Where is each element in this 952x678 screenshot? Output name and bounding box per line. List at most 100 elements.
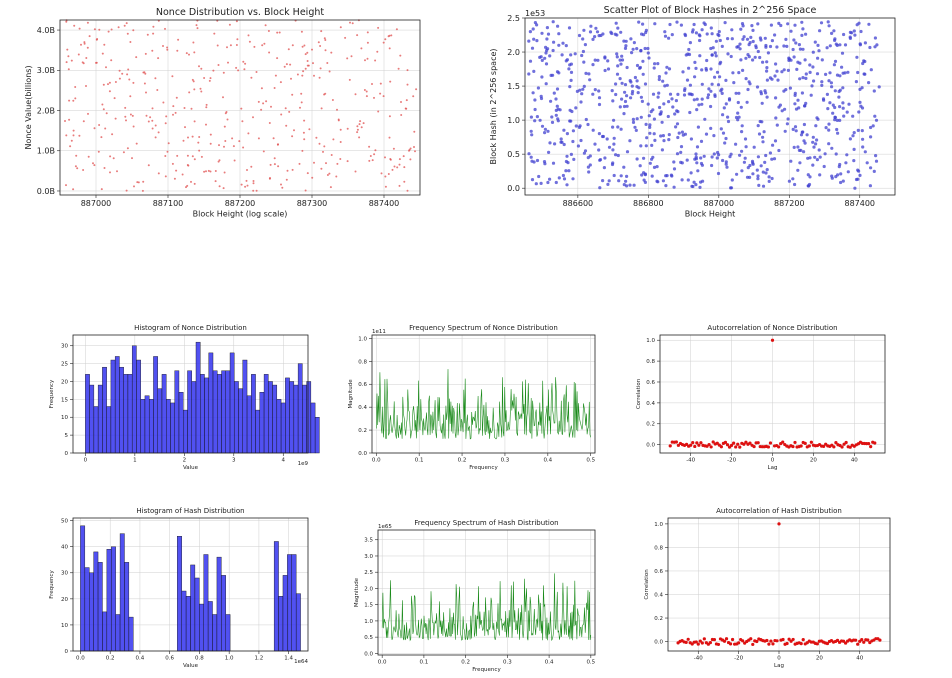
scatter-point xyxy=(846,70,850,74)
scatter-point xyxy=(719,89,723,93)
scatter-point xyxy=(157,131,160,134)
scatter-point xyxy=(805,133,809,137)
histogram-bar xyxy=(178,392,184,454)
y-axis-label: Correlation xyxy=(636,378,642,409)
scatter-point xyxy=(787,179,791,183)
scatter-point xyxy=(670,97,674,101)
scatter-point xyxy=(76,167,79,170)
histogram-bar xyxy=(124,562,130,652)
scatter-point xyxy=(73,24,76,27)
scatter-point xyxy=(166,150,169,153)
scatter-point xyxy=(628,183,632,187)
scatter-point xyxy=(583,43,587,47)
autocorrelation-point xyxy=(766,445,771,449)
y-tick-label: 30 xyxy=(61,571,68,577)
scatter-point xyxy=(144,52,147,55)
histogram-bar xyxy=(246,395,252,454)
scatter-point xyxy=(532,69,536,73)
scatter-point xyxy=(640,173,644,177)
scatter-point xyxy=(533,107,537,112)
scatter-point xyxy=(674,125,678,129)
scatter-point xyxy=(68,99,71,102)
scatter-point xyxy=(65,20,68,23)
scatter-point xyxy=(769,23,773,27)
scatter-point xyxy=(623,90,627,94)
scatter-point xyxy=(365,95,368,98)
scatter-point xyxy=(808,156,812,160)
scatter-point xyxy=(74,97,77,100)
spectrum-line xyxy=(376,369,591,440)
scatter-point xyxy=(692,98,696,102)
scatter-point xyxy=(324,92,327,95)
scatter-point xyxy=(631,117,635,121)
scatter-point xyxy=(415,88,418,91)
scatter-point xyxy=(190,180,192,183)
scatter-point xyxy=(562,177,567,181)
histogram-bar xyxy=(144,395,150,454)
scatter-point xyxy=(723,141,727,145)
scatter-point xyxy=(646,102,650,106)
x-tick-label: 0.2 xyxy=(461,660,470,666)
scatter-point xyxy=(364,59,366,62)
histogram-bar xyxy=(285,377,290,454)
scatter-point xyxy=(767,179,771,183)
scatter-point xyxy=(635,79,639,83)
scatter-point xyxy=(630,51,634,55)
scatter-point xyxy=(70,139,73,142)
scatter-point xyxy=(293,129,295,132)
autocorrelation-point xyxy=(854,638,858,642)
scatter-point xyxy=(808,63,812,67)
scatter-point xyxy=(746,166,750,170)
scatter-point xyxy=(569,62,573,66)
scatter-point xyxy=(695,97,699,101)
scatter-point xyxy=(706,93,711,97)
scatter-point xyxy=(222,71,225,74)
autocorrelation-point xyxy=(873,441,877,445)
scatter-point xyxy=(301,149,304,152)
scatter-point xyxy=(167,142,170,145)
scatter-point xyxy=(565,154,569,158)
histogram-bar xyxy=(170,402,175,454)
scatter-point xyxy=(703,117,707,121)
scatter-point xyxy=(736,111,740,115)
spectrum-line xyxy=(381,573,592,642)
scatter-point xyxy=(330,154,333,156)
scatter-point xyxy=(763,36,767,40)
scatter-point xyxy=(745,37,750,41)
scatter-point xyxy=(836,131,840,135)
scatter-point xyxy=(82,120,85,123)
scatter-point xyxy=(663,84,667,88)
scatter-point xyxy=(548,54,552,58)
scatter-point xyxy=(702,154,706,158)
scatter-point xyxy=(185,186,187,189)
scatter-point xyxy=(603,56,607,60)
scatter-point xyxy=(770,157,774,161)
scatter-point xyxy=(242,146,245,149)
scatter-point xyxy=(630,84,634,88)
scatter-point xyxy=(304,53,307,56)
x-tick-label: 887100 xyxy=(153,199,184,208)
y-axis-label: Frequency xyxy=(49,379,55,408)
scatter-point xyxy=(173,177,176,180)
scatter-point xyxy=(190,107,193,110)
scatter-point xyxy=(633,75,637,80)
scatter-point xyxy=(667,36,671,40)
scatter-point xyxy=(859,29,863,34)
scatter-point xyxy=(670,33,674,37)
scatter-point xyxy=(748,82,752,86)
scatter-point xyxy=(843,43,848,47)
autocorrelation-point xyxy=(707,442,711,447)
scatter-point xyxy=(545,26,549,30)
scatter-point xyxy=(133,185,135,188)
autocorrelation-point xyxy=(807,444,811,448)
scatter-point xyxy=(104,127,107,130)
scatter-point xyxy=(694,66,698,70)
scatter-point xyxy=(224,112,227,115)
scatter-point xyxy=(550,120,555,124)
scatter-point xyxy=(226,46,228,49)
scatter-point xyxy=(662,102,666,106)
scatter-point xyxy=(738,42,742,46)
scatter-point xyxy=(757,183,761,187)
scatter-point xyxy=(659,134,663,138)
scatter-point xyxy=(597,102,602,107)
